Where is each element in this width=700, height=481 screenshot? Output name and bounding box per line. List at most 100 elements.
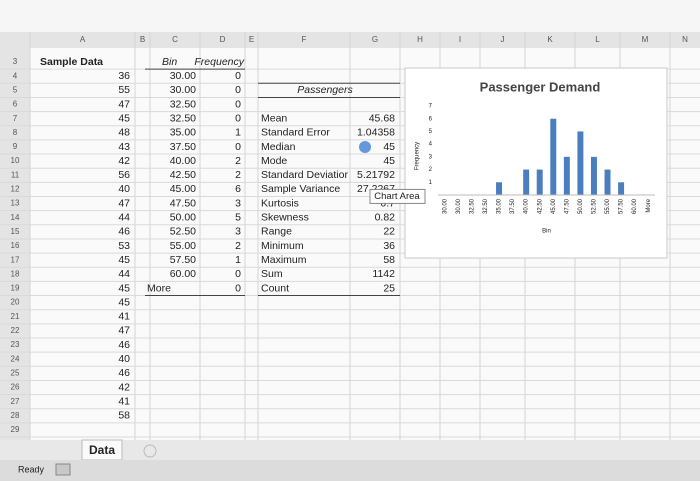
row-number: 4 bbox=[13, 71, 18, 80]
bar bbox=[550, 118, 557, 195]
column-header: E bbox=[249, 35, 254, 44]
row-number: 13 bbox=[11, 199, 20, 208]
cell-value: 40 bbox=[118, 353, 130, 365]
cell-value: 53 bbox=[118, 240, 130, 252]
bin-label: 57.50 bbox=[170, 254, 196, 266]
cell-value: 47 bbox=[118, 197, 130, 209]
column-header: G bbox=[372, 35, 378, 44]
cell-value: 45 bbox=[118, 112, 130, 124]
stat-label: Maximum bbox=[261, 254, 307, 266]
frequency-value: 5 bbox=[235, 212, 241, 224]
cell-value: 45 bbox=[118, 282, 130, 294]
x-tick-label: 60.00 bbox=[632, 198, 638, 214]
column-title: Bin bbox=[162, 56, 177, 68]
bin-label: 32.50 bbox=[170, 112, 196, 124]
stats-title: Passengers bbox=[297, 84, 353, 96]
stat-value: 45 bbox=[383, 141, 395, 153]
stat-value: 5.21792 bbox=[357, 169, 395, 181]
sheet-tab-label[interactable]: Data bbox=[89, 443, 115, 457]
stat-value: 0.82 bbox=[375, 212, 396, 224]
bin-label: 60.00 bbox=[170, 268, 196, 280]
x-tick-label: 37.50 bbox=[510, 198, 516, 214]
cell-value: 56 bbox=[118, 169, 130, 181]
row-number: 3 bbox=[13, 57, 18, 66]
stat-label: Range bbox=[261, 226, 292, 238]
chart-title: Passenger Demand bbox=[480, 79, 601, 94]
stat-label: Minimum bbox=[261, 240, 304, 252]
cell-value: 41 bbox=[118, 311, 130, 323]
x-tick-label: 42.50 bbox=[537, 198, 543, 214]
stat-label: Count bbox=[261, 282, 289, 294]
x-tick-label: 30.00 bbox=[456, 198, 462, 214]
stat-value: 45 bbox=[383, 155, 395, 167]
bar bbox=[563, 156, 570, 195]
row-number: 10 bbox=[11, 156, 20, 165]
x-tick-label: 52.50 bbox=[592, 198, 598, 214]
row-number: 9 bbox=[13, 142, 18, 151]
x-tick-label: 35.00 bbox=[497, 198, 503, 214]
macro-icon[interactable] bbox=[55, 463, 71, 476]
row-number: 29 bbox=[11, 425, 20, 434]
column-header: L bbox=[595, 35, 600, 44]
cell-value: 58 bbox=[118, 410, 130, 422]
row-number: 14 bbox=[11, 213, 20, 222]
chart-area bbox=[404, 67, 668, 259]
x-tick-label: 57.50 bbox=[619, 198, 625, 214]
y-axis-label: Frequency bbox=[415, 142, 421, 170]
cell-value: 45 bbox=[118, 254, 130, 266]
x-tick-label: 32.50 bbox=[469, 198, 475, 214]
row-number: 12 bbox=[11, 185, 20, 194]
row-number: 18 bbox=[11, 269, 20, 278]
frequency-value: 3 bbox=[235, 226, 241, 238]
frequency-value: 0 bbox=[235, 141, 241, 153]
bar bbox=[536, 169, 543, 195]
tooltip-box bbox=[369, 188, 426, 204]
frequency-value: 0 bbox=[235, 268, 241, 280]
cursor-icon bbox=[359, 140, 371, 153]
bin-label: 55.00 bbox=[170, 240, 196, 252]
row-number: 24 bbox=[11, 354, 20, 363]
y-tick-label: 6 bbox=[429, 116, 433, 122]
stat-label: Standard Error bbox=[261, 127, 330, 139]
row-number: 21 bbox=[11, 312, 20, 321]
bin-label: 35.00 bbox=[170, 127, 196, 139]
x-axis-label: Bin bbox=[542, 229, 551, 235]
row-number: 16 bbox=[11, 241, 20, 250]
bin-label: 37.50 bbox=[170, 141, 196, 153]
row-number: 17 bbox=[11, 255, 20, 264]
x-tick-label: 40.00 bbox=[524, 198, 530, 214]
column-title: Sample Data bbox=[40, 56, 103, 68]
frequency-value: 3 bbox=[235, 197, 241, 209]
column-header: J bbox=[501, 35, 505, 44]
cell-value: 42 bbox=[118, 381, 130, 393]
stat-label: Mode bbox=[261, 155, 287, 167]
bin-label: 45.00 bbox=[170, 183, 196, 195]
x-tick-label: 45.00 bbox=[551, 198, 557, 214]
bin-label: 52.50 bbox=[170, 226, 196, 238]
cell-value: 47 bbox=[118, 98, 130, 110]
status-bar bbox=[0, 460, 700, 481]
row-number: 7 bbox=[13, 114, 18, 123]
stat-value: 1142 bbox=[372, 268, 395, 280]
bin-label: 47.50 bbox=[170, 197, 196, 209]
stat-label: Skewness bbox=[261, 212, 309, 224]
row-number: 5 bbox=[13, 85, 18, 94]
y-tick-label: 5 bbox=[429, 129, 433, 135]
stat-label: Kurtosis bbox=[261, 197, 299, 209]
stat-label: Standard Deviatior bbox=[261, 169, 348, 181]
x-tick-label: More bbox=[646, 198, 652, 212]
stat-label: Median bbox=[261, 141, 296, 153]
column-header: A bbox=[80, 35, 86, 44]
add-sheet-button[interactable] bbox=[143, 444, 157, 458]
cell-value: 46 bbox=[118, 226, 130, 238]
stat-value: 45.68 bbox=[369, 112, 395, 124]
bin-label: 32.50 bbox=[170, 98, 196, 110]
cell-value: 42 bbox=[118, 155, 130, 167]
bin-label: 30.00 bbox=[170, 84, 196, 96]
stat-value: 36 bbox=[383, 240, 395, 252]
toolbar-area bbox=[0, 0, 700, 32]
row-number: 19 bbox=[11, 284, 20, 293]
cell-value: 36 bbox=[118, 70, 130, 82]
frequency-value: 1 bbox=[235, 127, 241, 139]
bin-label: 50.00 bbox=[170, 212, 196, 224]
